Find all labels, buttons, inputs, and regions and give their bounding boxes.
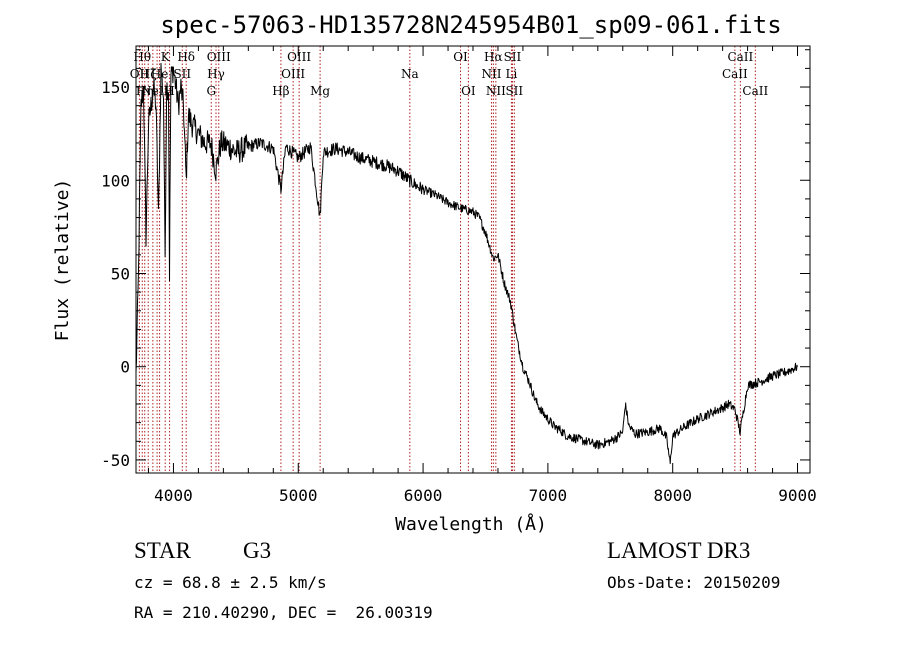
spectral-line-label: SII <box>505 84 523 98</box>
spectral-line-label: Na <box>401 67 419 81</box>
y-axis-label: Flux (relative) <box>52 179 73 342</box>
spectral-line-label: SII <box>504 50 522 64</box>
spectral-line-label: CaII <box>727 50 753 64</box>
spectral-line-label: K <box>161 50 171 64</box>
spectral-line-labels: OIIHθHηHζNeIIIHeKHSIIHδGHγOIIIHβOIIIOIII… <box>130 50 769 98</box>
spectrum-line <box>135 62 798 465</box>
spectral-line-label: NeIII <box>141 84 173 98</box>
x-tick-label: 6000 <box>404 486 443 505</box>
spectral-lines-layer <box>138 46 756 473</box>
spectral-line-label: Hζ <box>140 67 157 81</box>
spectral-line-label: OII <box>130 67 150 81</box>
spectral-line-label: OI <box>461 84 476 98</box>
plot-frame <box>135 45 811 474</box>
redshift-cz: cz = 68.8 ± 2.5 km/s <box>134 573 327 592</box>
y-tick-label: 0 <box>120 358 130 377</box>
y-tick-label: 150 <box>101 78 130 97</box>
spectral-line-label: Hα <box>484 50 503 64</box>
x-axis-label: Wavelength (Å) <box>395 513 547 535</box>
x-tick-label: 7000 <box>529 486 568 505</box>
spectral-line-label: Li <box>506 67 518 81</box>
spectral-line-label: H <box>164 84 174 98</box>
y-tick-label: 50 <box>111 264 130 283</box>
spectral-line-label: OIII <box>281 67 305 81</box>
chart-title: spec-57063-HD135728N245954B01_sp09-061.f… <box>160 11 781 39</box>
spectral-line-label: He <box>151 67 169 81</box>
spectral-line-label: OIII <box>287 50 311 64</box>
spectral-line-label: Hβ <box>272 84 289 98</box>
spectral-line-label: NII <box>481 67 501 81</box>
object-class: STAR <box>134 538 191 563</box>
spectral-line-label: SII <box>173 67 191 81</box>
x-tick-label: 9000 <box>778 486 817 505</box>
spectral-line-label: CaII <box>722 67 748 81</box>
axis-ticks: 4000 5000 6000 7000 8000 9000 -50 0 50 100 150 <box>101 46 817 505</box>
spectral-line-label: OIII <box>207 50 231 64</box>
spectral-line-label: OI <box>453 50 468 64</box>
x-tick-label: 4000 <box>154 486 193 505</box>
object-subclass: G3 <box>243 538 272 563</box>
spectral-line-label: Mg <box>310 84 330 98</box>
spectral-line-label: CaII <box>742 84 768 98</box>
y-tick-label: 100 <box>101 171 130 190</box>
spectral-line-label: NII <box>486 84 506 98</box>
survey-name: LAMOST DR3 <box>607 538 751 563</box>
y-tick-label: -50 <box>101 451 130 470</box>
x-tick-label: 5000 <box>279 486 318 505</box>
observation-date: Obs-Date: 20150209 <box>607 573 781 592</box>
x-tick-label: 8000 <box>653 486 692 505</box>
spectral-line-label: G <box>206 84 216 98</box>
spectral-line-label: Hγ <box>207 67 225 81</box>
spectral-line-label: Hδ <box>177 50 195 64</box>
spectral-line-label: Hθ <box>133 50 151 64</box>
coordinates: RA = 210.40290, DEC = 26.00319 <box>134 603 433 622</box>
